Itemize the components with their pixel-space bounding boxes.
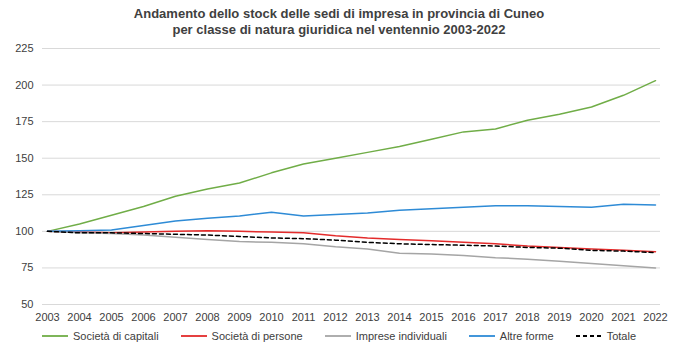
svg-text:2005: 2005 (99, 311, 123, 323)
svg-text:2004: 2004 (67, 311, 91, 323)
html-text:per classe di natura giuridica: per classe di natura giuridica nel vente… (172, 22, 506, 37)
svg-text:2011: 2011 (292, 311, 316, 323)
svg-text:2013: 2013 (355, 311, 379, 323)
html-text:Imprese individuali: Imprese individuali (355, 330, 447, 342)
html-text:Totale: Totale (606, 330, 636, 342)
svg-text:2008: 2008 (195, 311, 219, 323)
html-text:Società di capitali: Società di capitali (73, 330, 159, 342)
svg-text:2007: 2007 (163, 311, 187, 323)
svg-text:2016: 2016 (451, 311, 475, 323)
svg-text:2009: 2009 (227, 311, 251, 323)
svg-text:2006: 2006 (131, 311, 155, 323)
svg-text:175: 175 (15, 115, 33, 127)
svg-text:150: 150 (15, 152, 33, 164)
html-text:Andamento dello stock delle se: Andamento dello stock delle sedi di impr… (133, 6, 545, 21)
svg-text:2021: 2021 (611, 311, 635, 323)
svg-text:2010: 2010 (259, 311, 283, 323)
svg-text:2019: 2019 (547, 311, 571, 323)
svg-text:2012: 2012 (323, 311, 347, 323)
svg-text:2017: 2017 (483, 311, 507, 323)
svg-text:125: 125 (15, 188, 33, 200)
svg-text:2020: 2020 (579, 311, 603, 323)
svg-text:50: 50 (21, 298, 33, 310)
svg-text:200: 200 (15, 79, 33, 91)
svg-text:75: 75 (21, 261, 33, 273)
svg-text:2014: 2014 (387, 311, 411, 323)
svg-text:2015: 2015 (419, 311, 443, 323)
html-text:Altre forme: Altre forme (499, 330, 554, 342)
svg-text:225: 225 (15, 42, 33, 54)
html-text:Società di persone: Società di persone (211, 330, 303, 342)
svg-text:100: 100 (15, 225, 33, 237)
svg-text:2018: 2018 (515, 311, 539, 323)
svg-text:2022: 2022 (643, 311, 667, 323)
svg-text:2003: 2003 (35, 311, 59, 323)
